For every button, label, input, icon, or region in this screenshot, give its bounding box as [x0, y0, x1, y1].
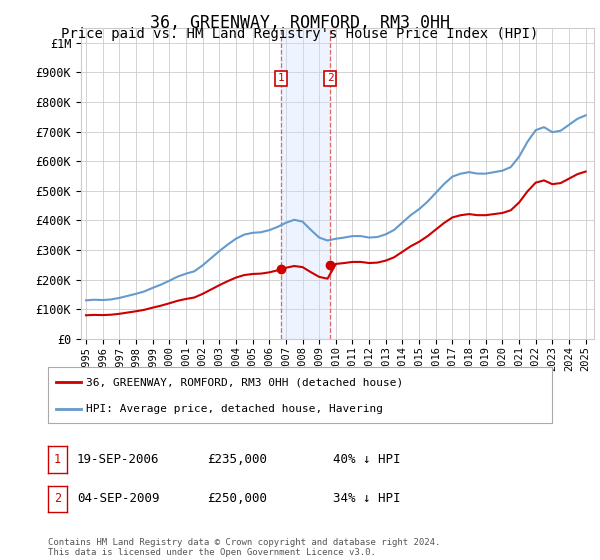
Text: 34% ↓ HPI: 34% ↓ HPI — [333, 492, 401, 506]
Text: £250,000: £250,000 — [207, 492, 267, 506]
Text: 36, GREENWAY, ROMFORD, RM3 0HH (detached house): 36, GREENWAY, ROMFORD, RM3 0HH (detached… — [86, 377, 403, 388]
Text: 1: 1 — [278, 73, 284, 83]
Text: 36, GREENWAY, ROMFORD, RM3 0HH: 36, GREENWAY, ROMFORD, RM3 0HH — [150, 14, 450, 32]
Text: 2: 2 — [327, 73, 334, 83]
Text: 40% ↓ HPI: 40% ↓ HPI — [333, 453, 401, 466]
Text: 1: 1 — [54, 453, 61, 466]
Text: 04-SEP-2009: 04-SEP-2009 — [77, 492, 160, 506]
Text: Price paid vs. HM Land Registry's House Price Index (HPI): Price paid vs. HM Land Registry's House … — [61, 27, 539, 41]
Text: 19-SEP-2006: 19-SEP-2006 — [77, 453, 160, 466]
Text: Contains HM Land Registry data © Crown copyright and database right 2024.
This d: Contains HM Land Registry data © Crown c… — [48, 538, 440, 557]
Text: 2: 2 — [54, 492, 61, 506]
Text: £235,000: £235,000 — [207, 453, 267, 466]
Text: HPI: Average price, detached house, Havering: HPI: Average price, detached house, Have… — [86, 404, 383, 414]
Bar — [281, 28, 331, 339]
